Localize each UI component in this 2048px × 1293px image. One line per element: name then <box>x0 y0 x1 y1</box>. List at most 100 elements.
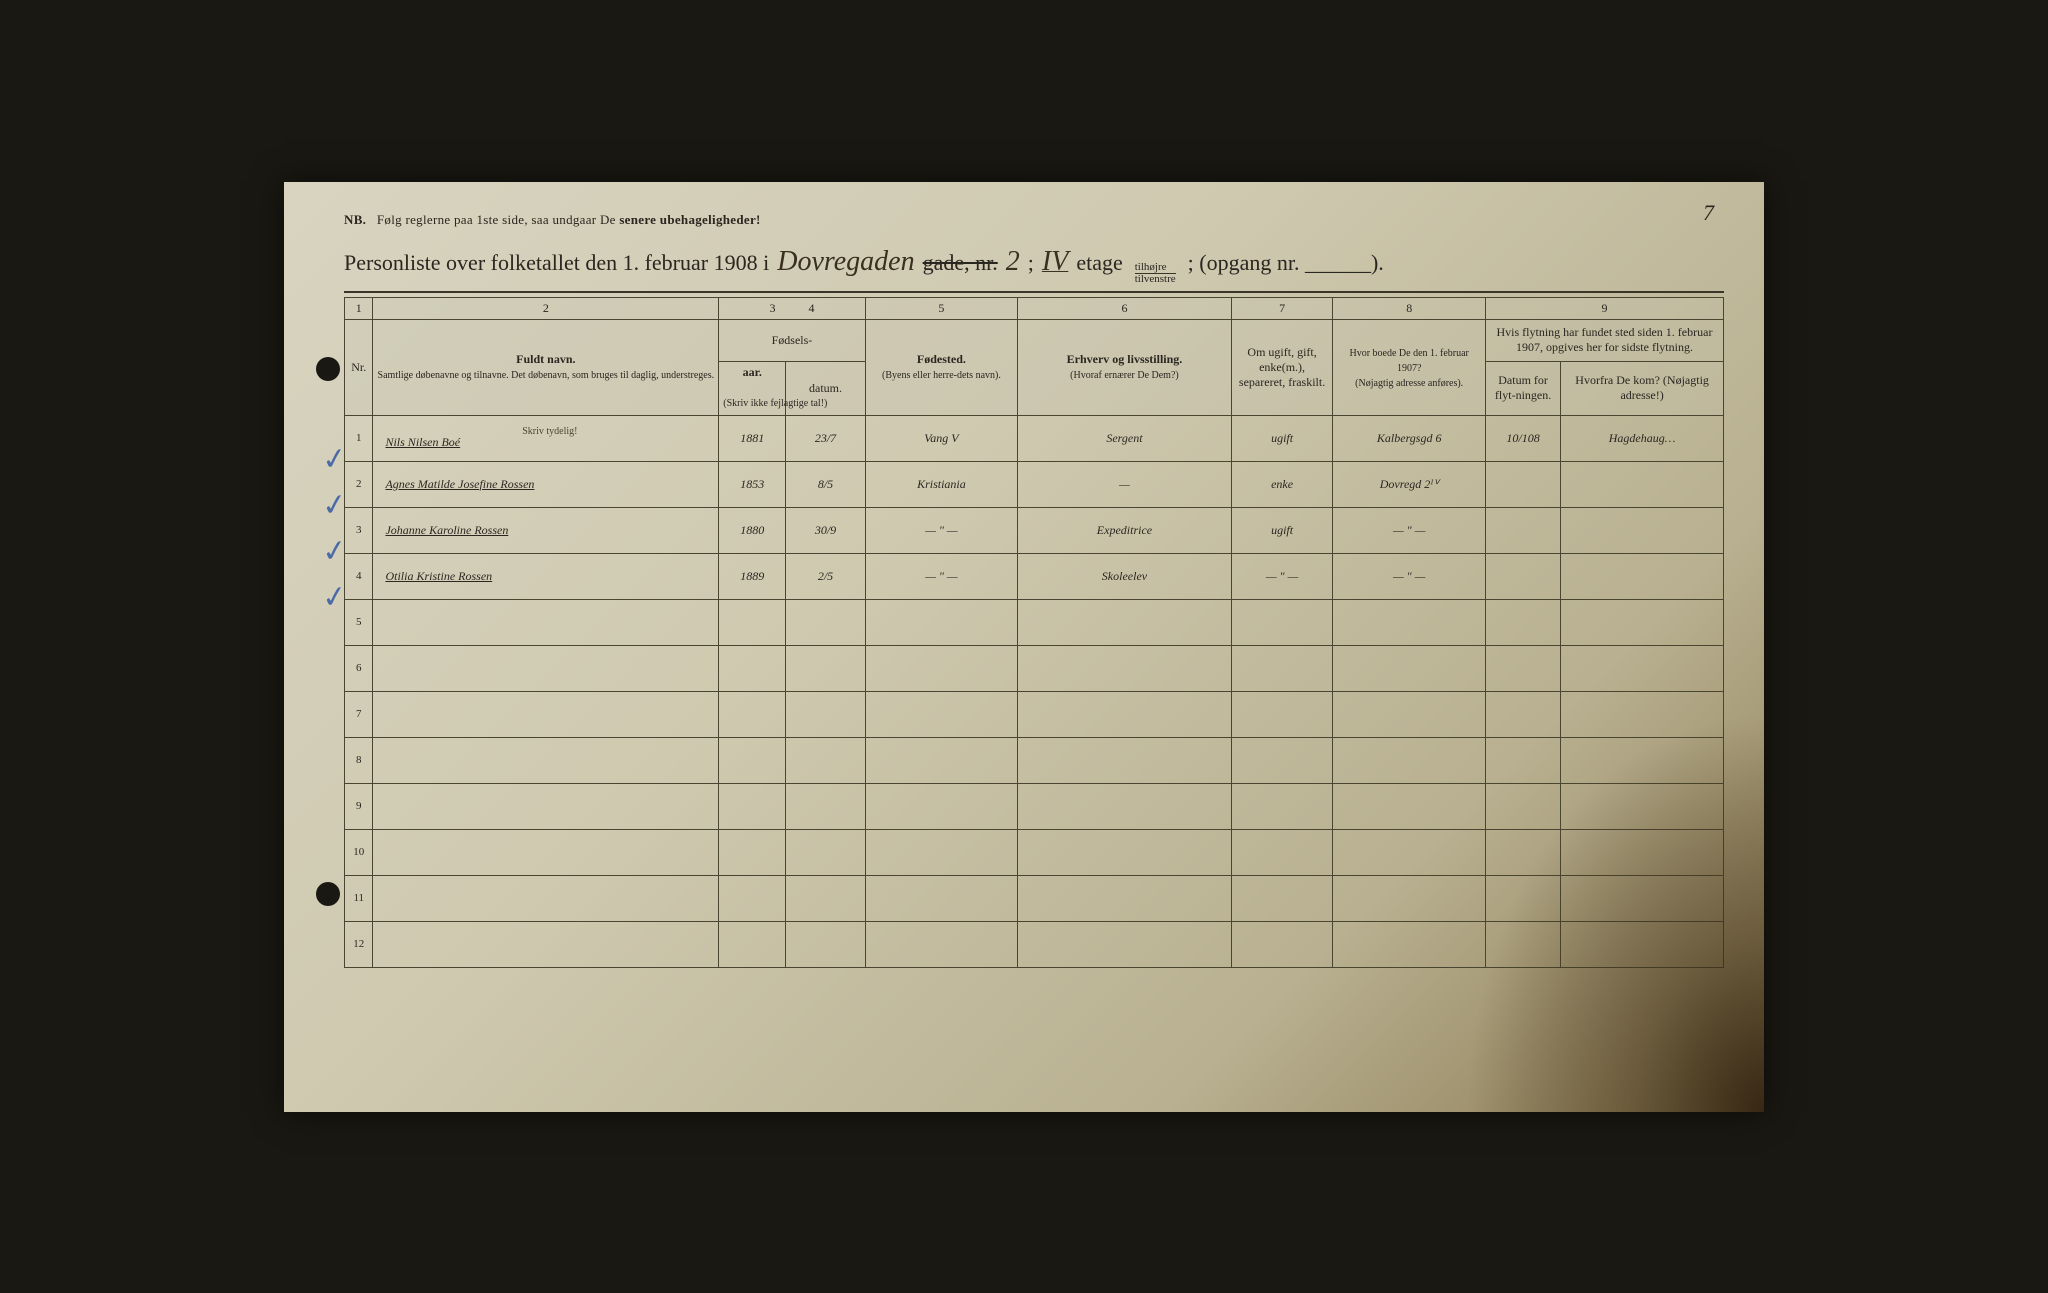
cell-datum: 8/5 <box>786 461 865 507</box>
cell-flyt-dato <box>1485 461 1560 507</box>
cell-erhverv <box>1018 875 1232 921</box>
colnum-9: 9 <box>1485 297 1723 319</box>
cell-adr1907 <box>1333 599 1486 645</box>
cell-datum <box>786 829 865 875</box>
page-number: 7 <box>1703 200 1714 226</box>
hdr-fodsels: Fødsels- <box>719 319 865 361</box>
cell-datum <box>786 875 865 921</box>
hdr-fodested: Fødested. (Byens eller herre-dets navn). <box>865 319 1018 415</box>
checkmark-icon: ✓ <box>320 440 350 478</box>
cell-flyt-fra <box>1561 921 1724 967</box>
hdr-adr1907: Hvor boede De den 1. februar 1907? (Nøja… <box>1333 319 1486 415</box>
cell-status: ugift <box>1231 415 1333 461</box>
cell-fodested <box>865 783 1018 829</box>
cell-erhverv <box>1018 737 1232 783</box>
table-row: 12 <box>345 921 1724 967</box>
cell-flyt-dato <box>1485 553 1560 599</box>
cell-status <box>1231 645 1333 691</box>
table-row: 6 <box>345 645 1724 691</box>
table-row: 1 Skriv tydelig!Nils Nilsen Boé 1881 23/… <box>345 415 1724 461</box>
cell-status <box>1231 737 1333 783</box>
cell-status <box>1231 875 1333 921</box>
cell-name <box>373 829 719 875</box>
colnum-7: 7 <box>1231 297 1333 319</box>
punch-hole-bottom <box>316 882 340 906</box>
cell-erhverv <box>1018 691 1232 737</box>
cell-datum: 23/7 <box>786 415 865 461</box>
cell-adr1907: Dovregd 2ᴵⱽ <box>1333 461 1486 507</box>
row-number: 11 <box>345 875 373 921</box>
cell-status: enke <box>1231 461 1333 507</box>
cell-fodested <box>865 737 1018 783</box>
cell-datum <box>786 783 865 829</box>
nb-bold: senere ubehageligheder! <box>619 212 760 227</box>
hdr-flyt-fra: Hvorfra De kom? (Nøjagtig adresse!) <box>1561 361 1724 415</box>
cell-adr1907 <box>1333 829 1486 875</box>
colnum-1: 1 <box>345 297 373 319</box>
cell-flyt-dato <box>1485 645 1560 691</box>
row-number: 3 <box>345 507 373 553</box>
tilvenstre: tilvenstre <box>1135 274 1176 285</box>
cell-name: Otilia Kristine Rossen <box>373 553 719 599</box>
cell-status: ugift <box>1231 507 1333 553</box>
table-row: 8 <box>345 737 1724 783</box>
cell-aar: 1889 <box>719 553 786 599</box>
cell-flyt-fra <box>1561 783 1724 829</box>
cell-datum <box>786 921 865 967</box>
cell-name: Johanne Karoline Rossen <box>373 507 719 553</box>
column-number-row: 1 2 3 4 5 6 7 8 9 <box>345 297 1724 319</box>
cell-status: — " — <box>1231 553 1333 599</box>
opgang-label: ; (opgang nr. ______). <box>1188 250 1384 276</box>
hdr-erhverv: Erhverv og livsstilling. (Hvoraf ernærer… <box>1018 319 1232 415</box>
cell-adr1907 <box>1333 737 1486 783</box>
row-number: 2 <box>345 461 373 507</box>
cell-flyt-fra <box>1561 461 1724 507</box>
cell-aar <box>719 829 786 875</box>
cell-flyt-fra <box>1561 875 1724 921</box>
cell-erhverv: Expeditrice <box>1018 507 1232 553</box>
cell-aar <box>719 737 786 783</box>
checkmark-icon: ✓ <box>320 578 350 616</box>
cell-name: Agnes Matilde Josefine Rossen <box>373 461 719 507</box>
cell-flyt-dato <box>1485 599 1560 645</box>
nb-warning: NB. Følg reglerne paa 1ste side, saa und… <box>344 212 1724 228</box>
cell-name <box>373 737 719 783</box>
table-row: 10 <box>345 829 1724 875</box>
table-row: 11 <box>345 875 1724 921</box>
cell-datum <box>786 599 865 645</box>
cell-aar <box>719 645 786 691</box>
cell-aar: 1853 <box>719 461 786 507</box>
cell-fodested: — " — <box>865 553 1018 599</box>
cell-name: Skriv tydelig!Nils Nilsen Boé <box>373 415 719 461</box>
cell-flyt-fra <box>1561 507 1724 553</box>
cell-flyt-fra <box>1561 737 1724 783</box>
title-prefix: Personliste over folketallet den 1. febr… <box>344 250 769 276</box>
cell-name <box>373 645 719 691</box>
colnum-8: 8 <box>1333 297 1486 319</box>
cell-flyt-dato <box>1485 507 1560 553</box>
cell-datum <box>786 645 865 691</box>
table-row: 2 Agnes Matilde Josefine Rossen 1853 8/5… <box>345 461 1724 507</box>
cell-name <box>373 783 719 829</box>
cell-fodested <box>865 829 1018 875</box>
checkmark-icon: ✓ <box>320 532 350 570</box>
tilhojre-tilvenstre: tilhøjre tilvenstre <box>1135 262 1176 285</box>
gade-struck: gade, nr. <box>923 250 998 276</box>
cell-flyt-dato <box>1485 921 1560 967</box>
cell-aar: 1880 <box>719 507 786 553</box>
cell-status <box>1231 691 1333 737</box>
punch-hole-top <box>316 357 340 381</box>
cell-aar: 1881 <box>719 415 786 461</box>
cell-aar <box>719 691 786 737</box>
nb-prefix: NB. <box>344 212 366 227</box>
cell-fodested: Vang V <box>865 415 1018 461</box>
cell-fodested <box>865 645 1018 691</box>
cell-flyt-dato <box>1485 737 1560 783</box>
cell-datum <box>786 737 865 783</box>
cell-fodested <box>865 921 1018 967</box>
cell-flyt-fra <box>1561 553 1724 599</box>
cell-aar <box>719 875 786 921</box>
cell-adr1907 <box>1333 645 1486 691</box>
census-tbody: 1 Skriv tydelig!Nils Nilsen Boé 1881 23/… <box>345 415 1724 967</box>
hdr-flytning: Hvis flytning har fundet sted siden 1. f… <box>1485 319 1723 361</box>
